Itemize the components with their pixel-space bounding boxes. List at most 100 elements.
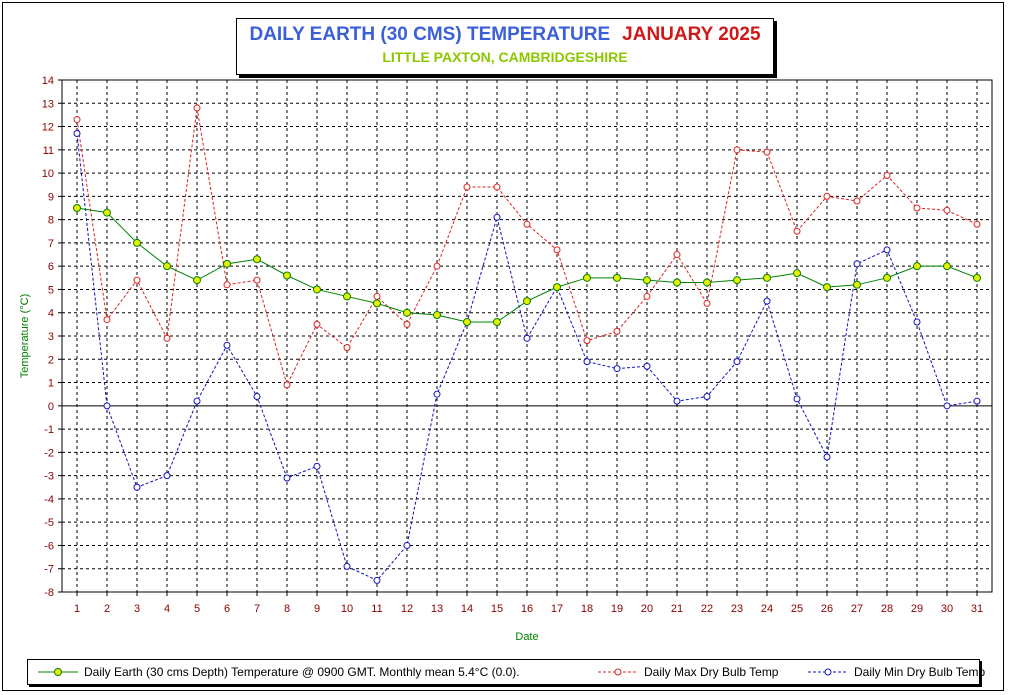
x-tick-label: 20 [641,603,653,615]
data-point-max [283,381,291,389]
data-point-max [253,276,261,284]
data-point-min [343,562,351,570]
legend-swatch-min [808,668,848,676]
data-point-max [493,183,501,191]
data-point-min [673,397,681,405]
data-point-max [853,197,861,205]
x-axis-title: Date [515,631,538,643]
data-point-earth [673,278,681,287]
y-tick-label: -7 [44,564,54,576]
data-point-earth [103,208,111,217]
x-tick-label: 28 [881,603,893,615]
title-line: DAILY EARTH (30 CMS) TEMPERATURE JANUARY … [237,24,773,46]
y-tick-label: -6 [44,540,54,552]
data-point-max [673,251,681,259]
x-tick-label: 10 [341,603,353,615]
data-point-min [703,393,711,401]
data-point-max [913,204,921,212]
data-point-min [793,395,801,403]
data-point-earth [883,273,891,282]
data-point-min [433,390,441,398]
data-point-earth [853,280,861,289]
legend: Daily Earth (30 cms Depth) Temperature @… [27,659,985,685]
y-tick-label: 1 [48,378,54,390]
data-point-min [913,318,921,326]
y-tick-label: 3 [48,331,54,343]
data-point-min [73,130,81,138]
data-point-min [313,462,321,470]
legend-label-min: Daily Min Dry Bulb Temp [854,664,986,679]
data-point-max [973,220,981,228]
data-point-earth [553,283,561,292]
data-point-earth [313,285,321,294]
data-point-max [763,148,771,156]
y-tick-label: 5 [48,284,54,296]
legend-item-earth: Daily Earth (30 cms Depth) Temperature @… [36,664,520,679]
data-point-min [133,483,141,491]
data-point-earth [763,273,771,282]
data-point-earth [823,283,831,292]
data-point-min [223,341,231,349]
y-tick-label: -5 [44,517,54,529]
data-point-earth [163,262,171,271]
x-tick-label: 17 [551,603,563,615]
y-tick-label: -3 [44,471,54,483]
x-tick-label: 6 [224,603,230,615]
data-point-min [493,213,501,221]
x-tick-label: 2 [104,603,110,615]
x-tick-label: 19 [611,603,623,615]
x-tick-label: 31 [971,603,983,615]
data-point-max [583,337,591,345]
data-point-min [373,576,381,584]
chart-month: JANUARY 2025 [622,24,761,45]
data-point-max [943,206,951,214]
data-point-min [613,365,621,373]
data-point-min [583,358,591,366]
data-point-min [403,541,411,549]
x-tick-label: 25 [791,603,803,615]
data-point-min [253,393,261,401]
data-point-earth [613,273,621,282]
legend-item-max: Daily Max Dry Bulb Temp [596,664,778,679]
data-point-min [193,397,201,405]
data-point-max [643,292,651,300]
x-tick-label: 1 [74,603,80,615]
y-tick-label: 12 [42,122,54,134]
legend-label-max: Daily Max Dry Bulb Temp [644,664,779,679]
data-point-max [883,171,891,179]
x-tick-label: 15 [491,603,503,615]
data-point-earth [433,311,441,320]
title-box: DAILY EARTH (30 CMS) TEMPERATURE JANUARY … [236,18,774,75]
data-point-max [223,281,231,289]
y-tick-label: -2 [44,447,54,459]
legend-label-earth: Daily Earth (30 cms Depth) Temperature @… [84,664,520,679]
x-tick-label: 22 [701,603,713,615]
data-point-earth [373,299,381,308]
data-point-earth [643,276,651,285]
y-tick-label: 14 [42,75,54,87]
x-tick-label: 4 [164,603,170,615]
data-point-earth [703,278,711,287]
chart-title: DAILY EARTH (30 CMS) TEMPERATURE [249,24,611,45]
data-point-earth [973,273,981,282]
data-point-max [163,334,171,342]
data-point-max [103,316,111,324]
y-tick-label: 0 [48,401,54,413]
data-point-max [793,227,801,235]
data-point-max [703,299,711,307]
data-point-min [733,358,741,366]
x-tick-label: 24 [761,603,773,615]
data-point-max [613,327,621,335]
data-point-max [403,320,411,328]
data-point-max [313,320,321,328]
data-point-max [373,292,381,300]
data-point-earth [493,318,501,327]
y-tick-label: -1 [44,424,54,436]
data-point-min [283,474,291,482]
data-point-max [433,262,441,270]
data-point-max [193,104,201,112]
y-tick-label: 13 [42,98,54,110]
data-point-max [133,276,141,284]
data-point-earth [253,255,261,264]
